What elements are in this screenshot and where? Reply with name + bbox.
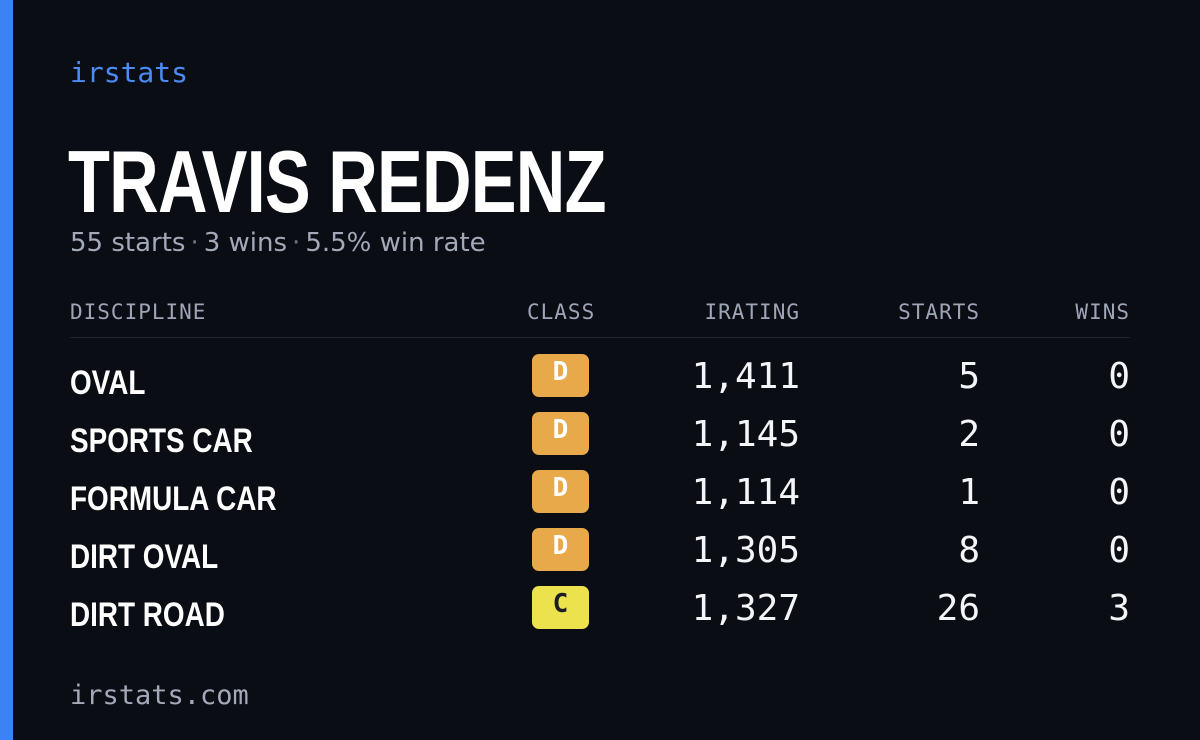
- starts-value: 5: [958, 356, 980, 397]
- wins-value: 0: [1108, 472, 1130, 513]
- discipline-name: SPORTS CAR: [70, 422, 253, 460]
- class-badge: D: [532, 470, 589, 513]
- class-badge: D: [532, 354, 589, 397]
- summary-separator: ·: [190, 228, 199, 258]
- class-badge: D: [532, 528, 589, 571]
- header-discipline: DISCIPLINE: [70, 300, 207, 324]
- irating-value: 1,114: [691, 472, 800, 513]
- summary-separator: ·: [292, 228, 301, 258]
- discipline-name: DIRT ROAD: [70, 596, 225, 634]
- table-row: DIRT ROAD C 1,327 26 3: [70, 582, 1130, 640]
- driver-name: TRAVIS REDENZ: [68, 132, 607, 231]
- table-row: OVAL D 1,411 5 0: [70, 350, 1130, 408]
- irating-value: 1,145: [691, 414, 800, 455]
- irating-value: 1,327: [691, 588, 800, 629]
- brand-logo: irstats: [70, 56, 189, 89]
- starts-value: 1: [958, 472, 980, 513]
- starts-value: 2: [958, 414, 980, 455]
- header-class: CLASS: [527, 300, 596, 324]
- header-starts: STARTS: [898, 300, 980, 324]
- wins-value: 0: [1108, 356, 1130, 397]
- summary-starts: 55 starts: [70, 228, 186, 258]
- irating-value: 1,411: [691, 356, 800, 397]
- wins-value: 3: [1108, 588, 1130, 629]
- table-header: DISCIPLINE CLASS IRATING STARTS WINS: [70, 300, 1130, 338]
- discipline-name: FORMULA CAR: [70, 480, 277, 518]
- wins-value: 0: [1108, 530, 1130, 571]
- header-wins: WINS: [1075, 300, 1130, 324]
- class-badge: C: [532, 586, 589, 629]
- starts-value: 26: [936, 588, 980, 629]
- wins-value: 0: [1108, 414, 1130, 455]
- driver-summary: 55 starts · 3 wins · 5.5% win rate: [70, 228, 486, 258]
- summary-wins: 3 wins: [203, 228, 288, 258]
- summary-win-rate: 5.5% win rate: [305, 228, 486, 258]
- table-row: DIRT OVAL D 1,305 8 0: [70, 524, 1130, 582]
- irating-value: 1,305: [691, 530, 800, 571]
- accent-bar: [0, 0, 13, 740]
- discipline-table: OVAL D 1,411 5 0 SPORTS CAR D 1,145 2 0 …: [70, 350, 1130, 640]
- header-irating: IRATING: [704, 300, 800, 324]
- table-row: SPORTS CAR D 1,145 2 0: [70, 408, 1130, 466]
- discipline-name: DIRT OVAL: [70, 538, 219, 576]
- starts-value: 8: [958, 530, 980, 571]
- discipline-name: OVAL: [70, 364, 146, 402]
- class-badge: D: [532, 412, 589, 455]
- table-row: FORMULA CAR D 1,114 1 0: [70, 466, 1130, 524]
- footer-domain: irstats.com: [70, 680, 249, 711]
